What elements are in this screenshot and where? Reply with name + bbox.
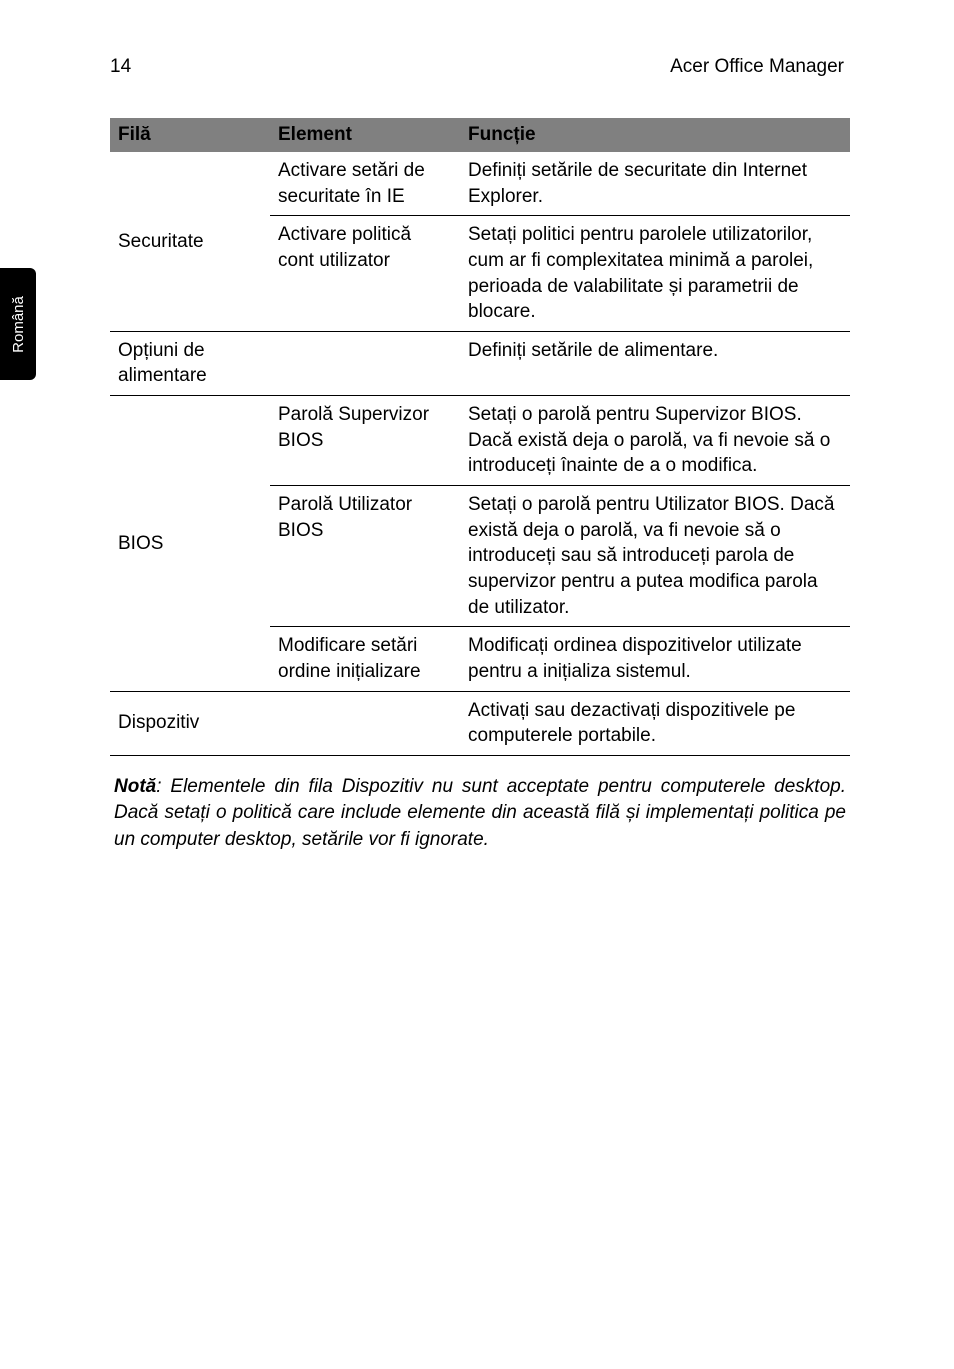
note-paragraph: Notă: Elementele din fila Dispozitiv nu …: [110, 774, 850, 854]
element-cell: Parolă Supervizor BIOS: [270, 396, 460, 486]
table-row: Dispozitiv Activați sau dezactivați disp…: [110, 691, 850, 755]
fila-cell: BIOS: [110, 396, 270, 691]
functie-cell: Definiți setările de securitate din Inte…: [460, 152, 850, 216]
header-element: Element: [270, 118, 460, 152]
element-cell: Activare setări de securitate în IE: [270, 152, 460, 216]
element-cell: Modificare setări ordine inițializare: [270, 627, 460, 691]
note-bold-label: Notă: [114, 776, 156, 797]
functie-cell: Setați politici pentru parolele utilizat…: [460, 216, 850, 332]
table-header-row: Filă Element Funcție: [110, 118, 850, 152]
page-content: Filă Element Funcție Securitate Activare…: [110, 118, 850, 854]
element-cell: Activare politică cont utilizator: [270, 216, 460, 332]
header-fila: Filă: [110, 118, 270, 152]
page-number: 14: [110, 56, 131, 78]
language-label: Română: [10, 296, 27, 353]
element-cell: [270, 331, 460, 395]
table-row: Securitate Activare setări de securitate…: [110, 152, 850, 216]
functie-cell: Setați o parolă pentru Utilizator BIOS. …: [460, 486, 850, 627]
fila-cell: Opțiuni de alimentare: [110, 331, 270, 395]
page-header: 14 Acer Office Manager: [0, 56, 954, 78]
element-cell: Parolă Utilizator BIOS: [270, 486, 460, 627]
element-cell: [270, 691, 460, 755]
functie-cell: Activați sau dezactivați dispozitivele p…: [460, 691, 850, 755]
fila-cell: Securitate: [110, 152, 270, 331]
functie-cell: Definiți setările de alimentare.: [460, 331, 850, 395]
fila-cell: Dispozitiv: [110, 691, 270, 755]
language-side-tab: Română: [0, 268, 36, 380]
table-row: BIOS Parolă Supervizor BIOS Setați o par…: [110, 396, 850, 486]
settings-table: Filă Element Funcție Securitate Activare…: [110, 118, 850, 756]
header-functie: Funcție: [460, 118, 850, 152]
functie-cell: Setați o parolă pentru Supervizor BIOS. …: [460, 396, 850, 486]
note-text: : Elementele din fila Dispozitiv nu sunt…: [114, 776, 846, 850]
table-row: Opțiuni de alimentare Definiți setările …: [110, 331, 850, 395]
document-title: Acer Office Manager: [670, 56, 844, 78]
functie-cell: Modificați ordinea dispozitivelor utiliz…: [460, 627, 850, 691]
